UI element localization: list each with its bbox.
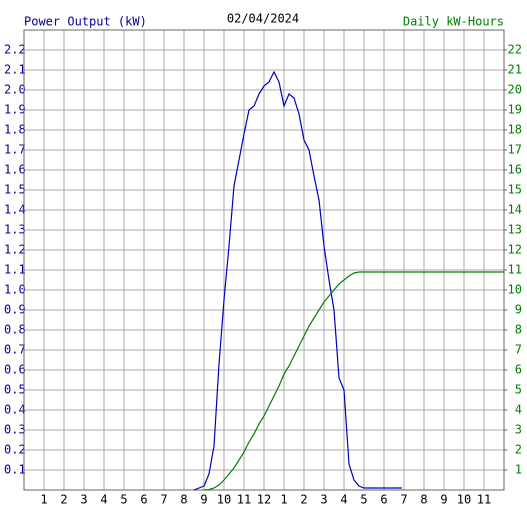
y-tick-label: 1.5	[4, 183, 26, 197]
y2-tick-label: 8	[515, 323, 522, 337]
x-tick-label: 2	[300, 493, 307, 507]
x-tick-label: 11	[477, 493, 491, 507]
y2-tick-label: 10	[508, 283, 522, 297]
y2-tick-label: 4	[515, 403, 522, 417]
y-tick-label: 0.3	[4, 423, 26, 437]
y-tick-label: 1.4	[4, 203, 26, 217]
x-tick-label: 7	[160, 493, 167, 507]
y-tick-label: 1.9	[4, 103, 26, 117]
series-line	[193, 70, 402, 491]
y-axis-label: Power Output (kW)	[24, 15, 147, 29]
x-tick-label: 10	[457, 493, 471, 507]
x-tick-label: 6	[380, 493, 387, 507]
y2-tick-label: 7	[515, 343, 522, 357]
y2-tick-label: 19	[508, 103, 522, 117]
x-tick-label: 2	[60, 493, 67, 507]
y2-tick-label: 13	[508, 223, 522, 237]
y-tick-label: 0.8	[4, 323, 26, 337]
x-tick-label: 3	[80, 493, 87, 507]
x-tick-label: 4	[340, 493, 347, 507]
x-tick-label: 12	[257, 493, 271, 507]
y-tick-label: 1.6	[4, 163, 26, 177]
y-tick-label: 0.9	[4, 303, 26, 317]
y2-tick-label: 5	[515, 383, 522, 397]
y2-axis-label: Daily kW-Hours	[403, 15, 504, 29]
x-tick-label: 5	[120, 493, 127, 507]
y-tick-label: 0.7	[4, 343, 26, 357]
y2-tick-label: 15	[508, 183, 522, 197]
y2-tick-label: 2	[515, 443, 522, 457]
y-tick-label: 0.5	[4, 383, 26, 397]
y-tick-label: 1.2	[4, 243, 26, 257]
y2-tick-label: 22	[508, 43, 522, 57]
y2-tick-label: 20	[508, 83, 522, 97]
y2-tick-label: 1	[515, 463, 522, 477]
x-tick-label: 9	[440, 493, 447, 507]
y2-tick-label: 21	[508, 63, 522, 77]
y-tick-label: 1.8	[4, 123, 26, 137]
y2-tick-label: 18	[508, 123, 522, 137]
x-tick-label: 7	[400, 493, 407, 507]
x-tick-label: 10	[217, 493, 231, 507]
y-tick-label: 0.2	[4, 443, 26, 457]
y-tick-label: 1.1	[4, 263, 26, 277]
x-tick-label: 1	[40, 493, 47, 507]
x-tick-label: 9	[200, 493, 207, 507]
y-tick-label: 2.2	[4, 43, 26, 57]
y-tick-label: 1.7	[4, 143, 26, 157]
x-tick-label: 11	[237, 493, 251, 507]
x-tick-label: 3	[320, 493, 327, 507]
y-tick-label: 1.0	[4, 283, 26, 297]
y-tick-label: 0.6	[4, 363, 26, 377]
y2-tick-label: 11	[508, 263, 522, 277]
y-tick-label: 0.1	[4, 463, 26, 477]
y-tick-label: 2.0	[4, 83, 26, 97]
x-tick-label: 1	[280, 493, 287, 507]
y-tick-label: 0.4	[4, 403, 26, 417]
y-tick-label: 1.3	[4, 223, 26, 237]
y2-tick-label: 16	[508, 163, 522, 177]
y2-tick-label: 17	[508, 143, 522, 157]
x-tick-label: 5	[360, 493, 367, 507]
y2-tick-label: 9	[515, 303, 522, 317]
y2-tick-label: 6	[515, 363, 522, 377]
y-tick-label: 2.1	[4, 63, 26, 77]
x-tick-label: 4	[100, 493, 107, 507]
x-tick-label: 8	[180, 493, 187, 507]
x-tick-label: 6	[140, 493, 147, 507]
y2-tick-label: 12	[508, 243, 522, 257]
x-tick-label: 8	[420, 493, 427, 507]
y2-tick-label: 3	[515, 423, 522, 437]
y2-tick-label: 14	[508, 203, 522, 217]
series-line	[203, 271, 504, 491]
chart-title: 02/04/2024	[227, 12, 299, 26]
plot-border	[23, 29, 505, 491]
